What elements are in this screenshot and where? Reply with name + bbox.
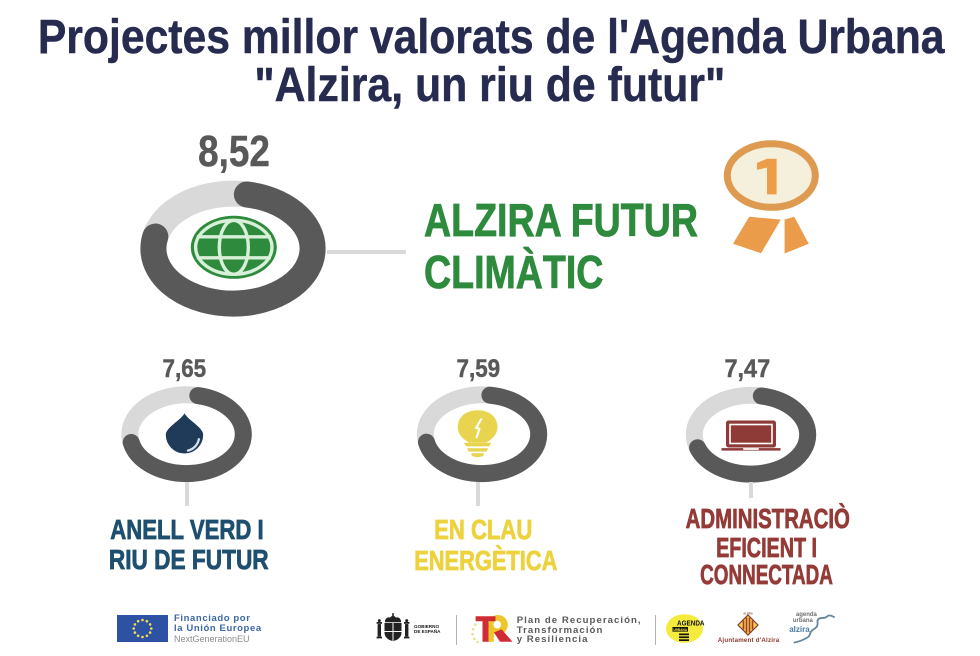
svg-text:ALZIRA: ALZIRA <box>743 612 753 616</box>
svg-text:AGENDA: AGENDA <box>677 619 705 628</box>
svg-text:URBANA: URBANA <box>673 628 687 632</box>
